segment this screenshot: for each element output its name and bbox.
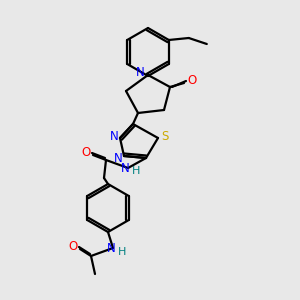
Text: N: N bbox=[121, 163, 129, 176]
Text: N: N bbox=[114, 152, 122, 164]
Text: H: H bbox=[132, 166, 140, 176]
Text: N: N bbox=[110, 130, 118, 142]
Text: O: O bbox=[188, 74, 196, 88]
Text: H: H bbox=[118, 247, 126, 257]
Text: N: N bbox=[136, 67, 144, 80]
Text: O: O bbox=[81, 146, 91, 158]
Text: S: S bbox=[161, 130, 169, 143]
Text: O: O bbox=[68, 239, 78, 253]
Text: N: N bbox=[106, 242, 116, 256]
